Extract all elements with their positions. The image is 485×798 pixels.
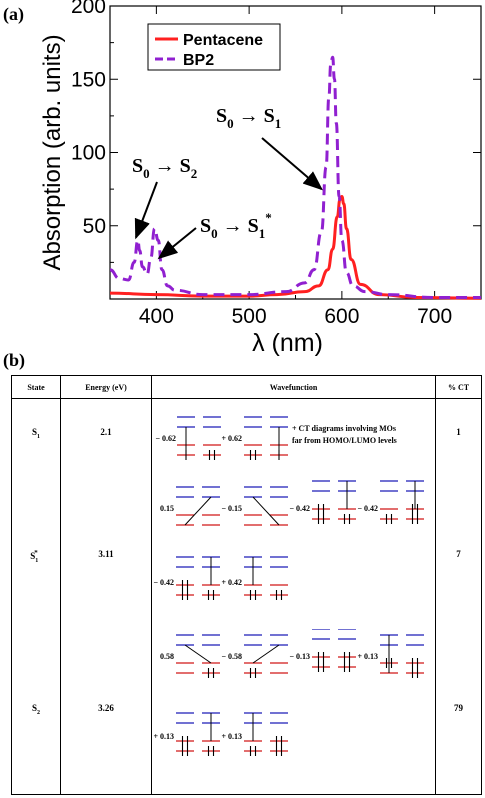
coefficient: + 0.62 — [221, 434, 242, 443]
y-tick-label: 50 — [83, 215, 106, 238]
transition-label: S0 → S1 — [216, 105, 281, 131]
coefficient: − 0.15 — [221, 504, 242, 513]
mo-diagram — [244, 633, 288, 678]
x-axis-label: λ (nm) — [252, 329, 323, 357]
energy-s2: 3.26 — [60, 628, 152, 795]
y-tick-label: 200 — [71, 0, 106, 18]
legend-label: BP2 — [183, 52, 214, 69]
state-s1: S1 — [11, 398, 61, 473]
mo-diagram — [176, 633, 220, 678]
y-tick-label: 150 — [71, 68, 106, 91]
legend-label: Pentacene — [183, 32, 263, 49]
ct-s1-star: 7 — [435, 472, 482, 629]
wavefunction-table: State Energy (eV) Wavefunction % CT S1 2… — [11, 375, 482, 795]
mo-diagram — [380, 479, 424, 524]
header-wavefunction: Wavefunction — [151, 375, 436, 399]
annotation-arrow — [157, 227, 197, 260]
series-line-bp2 — [109, 55, 481, 300]
mo-diagram — [244, 555, 288, 600]
coefficient: 0.58 — [160, 652, 174, 661]
coefficient: − 0.13 — [289, 652, 310, 661]
mo-diagram — [176, 711, 220, 756]
mo-diagrams-s1: − 0.62 + 0.62 — [155, 416, 288, 460]
mo-diagram — [244, 485, 288, 526]
ct-note: + CT diagrams involving MOs far from HOM… — [292, 424, 397, 445]
transition-label: S0 → S1* — [200, 210, 272, 241]
annotation-arrow — [261, 137, 323, 191]
coefficient: − 0.42 — [153, 578, 174, 587]
panel-b-label: (b) — [3, 350, 25, 370]
x-tick-label: 500 — [232, 305, 267, 328]
y-tick-label: 100 — [71, 142, 106, 165]
annotation-arrow — [134, 181, 158, 240]
absorption-chart: 400 500 600 700 50 100 150 200 λ (nm) Absorption … — [39, 0, 482, 357]
coefficient: − 0.42 — [289, 504, 310, 513]
coefficient: + 0.13 — [357, 652, 378, 661]
y-axis-label: Absorption (arb. units) — [39, 34, 66, 270]
mo-diagram — [176, 555, 220, 600]
coefficient: − 0.58 — [221, 652, 242, 661]
energy-s1: 2.1 — [60, 398, 152, 473]
x-tick-label: 400 — [139, 305, 174, 328]
mo-diagrams-s1-star: 0.15 − 0.15 − 0.42 − 0.42 − 0.42 + 0.42 — [153, 479, 424, 600]
legend: Pentacene BP2 — [147, 23, 281, 71]
coefficient: − 0.42 — [357, 504, 378, 513]
coefficient: + 0.13 — [221, 732, 242, 741]
panel-a-label: (a) — [3, 4, 24, 24]
series-line-pentacene — [109, 194, 482, 300]
x-tick-label: 700 — [417, 305, 452, 328]
energy-s1-star: 3.11 — [60, 472, 152, 629]
mo-diagram — [380, 633, 424, 678]
transition-label: S0 → S2 — [132, 155, 197, 181]
coefficient: 0.15 — [160, 504, 174, 513]
header-energy: Energy (eV) — [60, 375, 152, 399]
header-ct: % CT — [435, 375, 482, 399]
state-s1-star: S1* — [11, 472, 61, 629]
mo-diagram — [244, 711, 288, 756]
mo-diagram — [176, 485, 220, 526]
state-s2: S2 — [11, 628, 61, 795]
mo-diagrams-s2: 0.58 − 0.58 − 0.13 + 0.13 + 0.13 + 0.13 — [153, 628, 424, 756]
wavefunction-s2: 0.58 − 0.58 − 0.13 + 0.13 + 0.13 + 0.13 — [151, 628, 436, 795]
wavefunction-s1: − 0.62 + 0.62 + CT diagrams involving MOs… — [151, 398, 436, 473]
mo-diagram — [312, 479, 356, 524]
coefficient: + 0.42 — [221, 578, 242, 587]
header-state: State — [11, 375, 61, 399]
ct-s2: 79 — [435, 628, 482, 795]
mo-diagram — [312, 628, 356, 672]
wavefunction-s1-star: 0.15 − 0.15 − 0.42 − 0.42 − 0.42 + 0.42 — [151, 472, 436, 629]
x-tick-label: 600 — [324, 305, 359, 328]
ct-s1: 1 — [435, 398, 482, 473]
coefficient: − 0.62 — [155, 434, 176, 443]
mo-diagram — [177, 416, 221, 460]
coefficient: + 0.13 — [153, 732, 174, 741]
mo-diagram — [244, 416, 288, 460]
